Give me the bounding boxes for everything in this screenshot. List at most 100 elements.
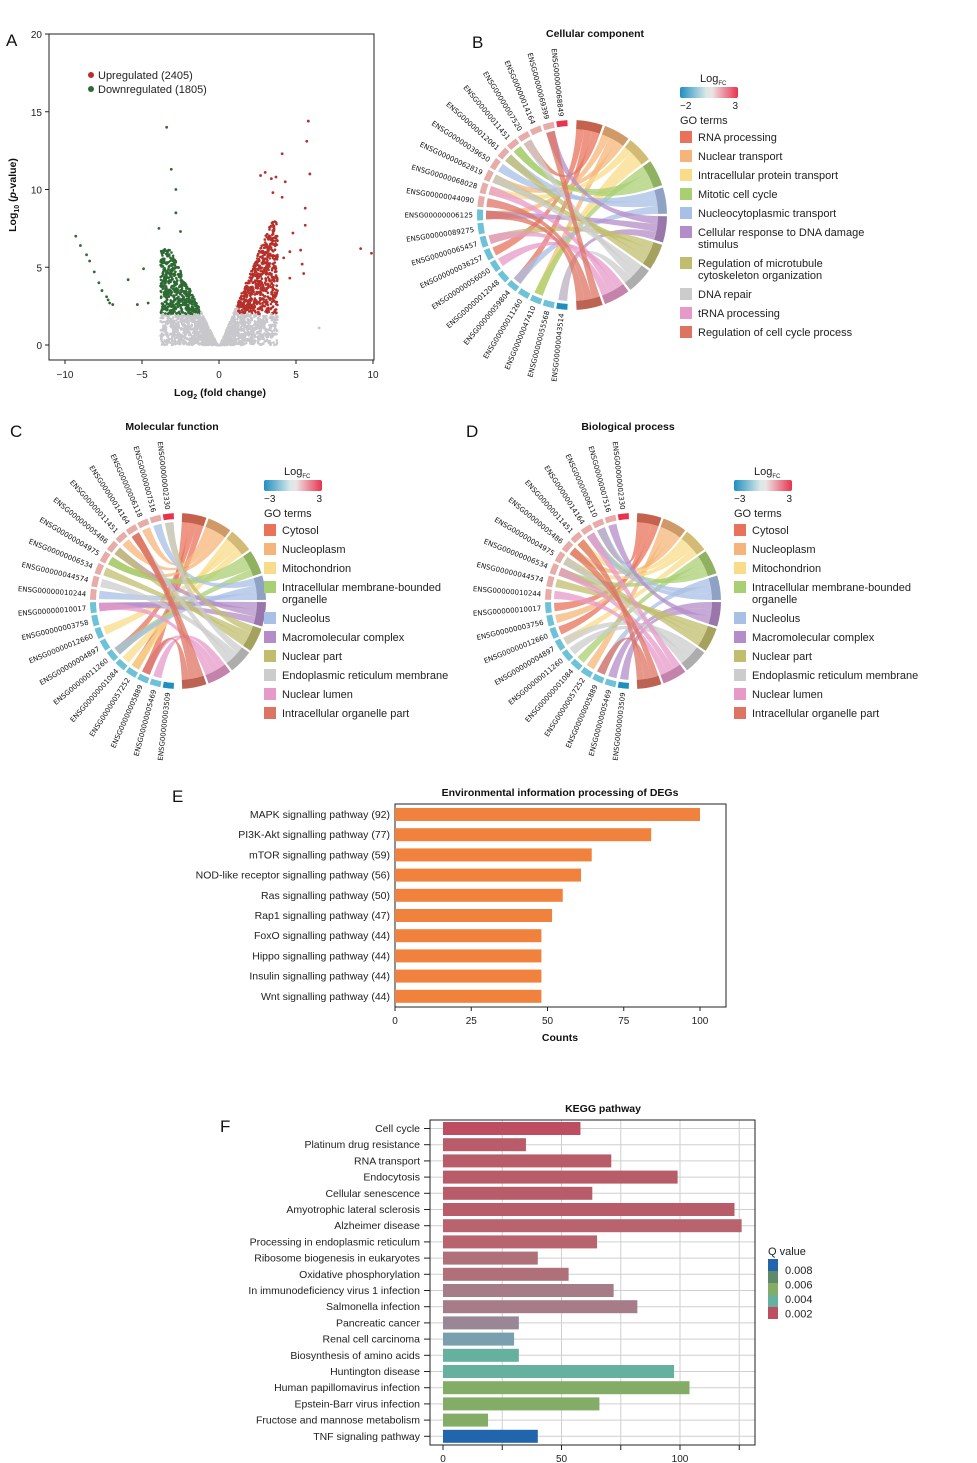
data-point xyxy=(179,230,182,233)
term-sector xyxy=(205,664,231,684)
term-sector xyxy=(654,187,667,214)
bar xyxy=(443,1154,612,1168)
legend-label-up: Upregulated (2405) xyxy=(98,70,193,82)
bar xyxy=(443,1138,526,1152)
data-point xyxy=(163,277,166,281)
data-point xyxy=(178,273,181,277)
data-point xyxy=(190,323,194,327)
bar-chart-kegg: F KEGG pathway Cell cycle Platinum drug r… xyxy=(220,1103,813,1463)
data-point xyxy=(172,300,175,304)
data-point xyxy=(243,333,247,337)
data-point xyxy=(169,304,172,308)
term-sector xyxy=(708,602,721,627)
x-tick-label: 5 xyxy=(293,370,299,381)
legend-swatch xyxy=(734,669,746,681)
chord-ribbon xyxy=(153,523,256,588)
legend-title: GO terms xyxy=(680,115,728,127)
data-point xyxy=(248,331,252,335)
gene-sector xyxy=(545,588,552,600)
panel-label-f: F xyxy=(220,1117,230,1136)
data-point xyxy=(240,305,244,308)
data-point xyxy=(282,256,286,260)
data-point xyxy=(224,336,227,340)
data-point xyxy=(181,335,185,338)
data-point xyxy=(273,261,277,264)
data-point xyxy=(257,258,261,262)
data-point xyxy=(203,319,207,322)
data-point xyxy=(238,333,241,337)
legend-swatch xyxy=(680,226,692,238)
legend-swatch xyxy=(264,562,276,574)
data-point xyxy=(283,180,287,184)
data-point xyxy=(235,341,238,344)
category-label: Endocytosis xyxy=(363,1172,420,1184)
data-point xyxy=(187,308,191,311)
data-point xyxy=(176,333,180,336)
data-point xyxy=(269,177,273,181)
data-point xyxy=(260,261,264,265)
gene-sector xyxy=(115,531,128,544)
legend-swatch xyxy=(680,326,692,338)
data-point xyxy=(265,320,269,324)
data-point xyxy=(267,328,271,331)
legend-title: GO terms xyxy=(734,508,782,520)
data-point xyxy=(271,239,275,243)
legend-label: Nucleoplasm xyxy=(752,544,816,556)
data-point xyxy=(261,293,265,297)
logfc-colorbar: LogFC −2 3 GO terms RNA processing Nuclear tr… xyxy=(680,73,864,339)
data-point xyxy=(159,278,163,282)
data-point xyxy=(252,302,256,306)
data-point xyxy=(185,327,188,330)
data-point xyxy=(273,325,277,329)
data-point xyxy=(266,303,269,307)
data-point xyxy=(234,333,237,337)
gene-label: ENSG00000003509 xyxy=(157,692,173,761)
data-point xyxy=(265,308,269,312)
data-point xyxy=(245,337,249,341)
plot-frame xyxy=(429,1119,756,1446)
bar xyxy=(443,1267,569,1281)
legend-label-cont: stimulus xyxy=(698,239,739,251)
term-sector xyxy=(636,675,662,689)
data-point xyxy=(288,250,292,254)
colorbar-max: 3 xyxy=(732,101,738,112)
data-point xyxy=(270,233,274,237)
data-point xyxy=(236,312,240,316)
chord-ribbon xyxy=(569,547,659,678)
data-point xyxy=(237,304,241,307)
data-point xyxy=(191,320,194,324)
legend-title: GO terms xyxy=(264,508,312,520)
data-point xyxy=(211,342,215,346)
data-point xyxy=(199,321,203,325)
data-point xyxy=(251,306,254,310)
data-point xyxy=(208,340,211,344)
data-point xyxy=(248,340,252,343)
logfc-colorbar: LogFC −3 3 GO terms Cytosol Nucleoplasm Mitoch… xyxy=(264,466,448,720)
category-label: TNF signaling pathway xyxy=(313,1431,421,1443)
data-point xyxy=(173,287,176,291)
gene-sector xyxy=(483,247,494,261)
data-point xyxy=(275,234,279,238)
gene-sector xyxy=(497,270,510,283)
data-point xyxy=(126,278,130,282)
data-point xyxy=(300,262,304,266)
data-point xyxy=(169,318,173,322)
gene-label: ENSG00000044090 xyxy=(406,187,475,205)
gene-sector xyxy=(529,294,543,305)
data-point xyxy=(163,267,166,270)
chord-ribbon xyxy=(569,533,680,574)
legend-swatch xyxy=(680,207,692,219)
data-point xyxy=(299,248,303,252)
data-point xyxy=(170,262,173,266)
term-sector xyxy=(660,518,686,538)
colorbar-gradient xyxy=(734,480,792,491)
data-point xyxy=(189,289,192,293)
chord-ribbon xyxy=(577,556,703,663)
data-point xyxy=(258,291,261,295)
colorbar-gradient xyxy=(264,480,322,491)
chord-ribbon xyxy=(586,532,680,669)
data-point xyxy=(174,327,178,331)
legend-label: Nucleoplasm xyxy=(282,544,346,556)
data-point xyxy=(256,286,260,290)
term-sector xyxy=(576,120,603,134)
